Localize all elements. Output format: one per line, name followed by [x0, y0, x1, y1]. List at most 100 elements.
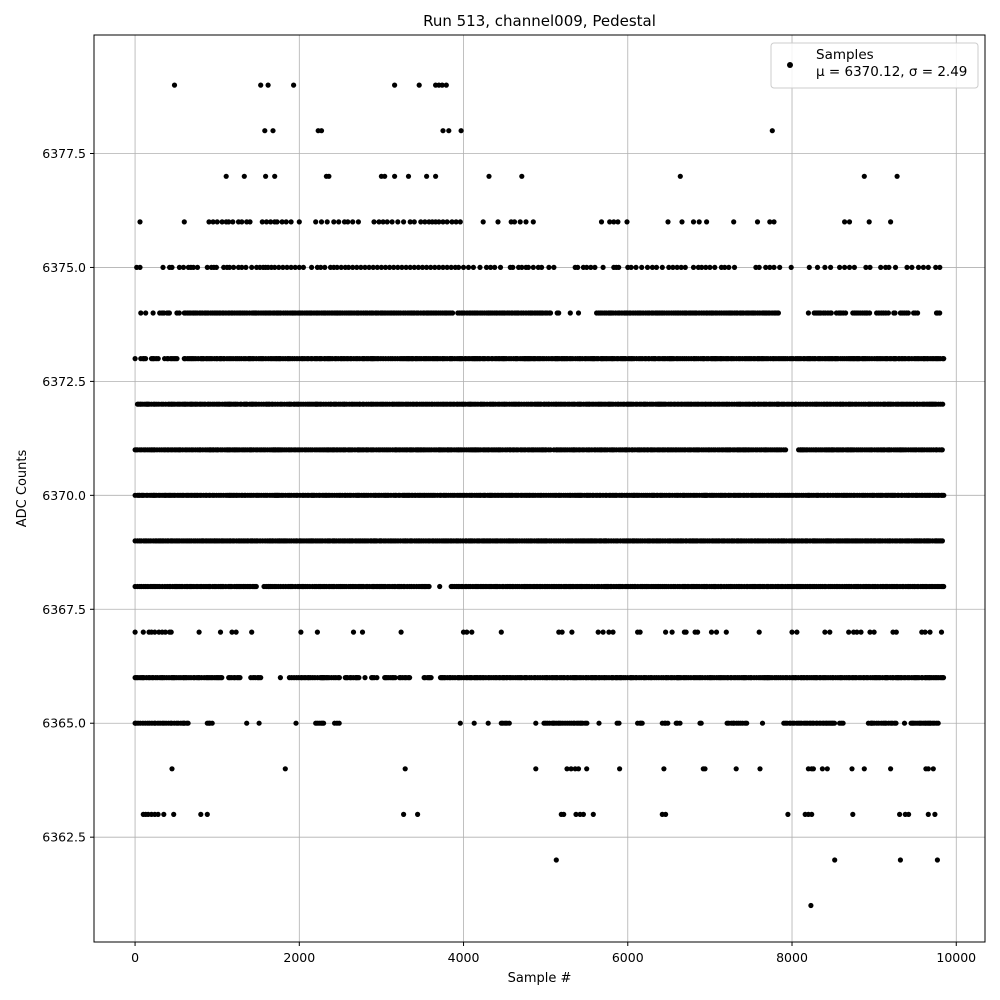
- data-point: [169, 264, 175, 270]
- data-point: [707, 264, 713, 270]
- data-point: [263, 219, 270, 225]
- data-point: [925, 264, 931, 270]
- data-point: [217, 629, 224, 635]
- data-point: [846, 629, 852, 635]
- data-point: [819, 766, 826, 772]
- data-point: [204, 811, 210, 818]
- data-point: [249, 629, 255, 635]
- data-point: [422, 219, 428, 225]
- data-point: [392, 173, 398, 179]
- data-point: [925, 766, 931, 772]
- data-point: [842, 264, 848, 270]
- data-point: [336, 219, 342, 225]
- data-point: [696, 219, 702, 225]
- data-point: [265, 82, 271, 88]
- x-tick-label: 6000: [612, 950, 644, 965]
- data-point: [733, 766, 739, 772]
- data-point: [551, 264, 557, 270]
- data-point: [346, 264, 352, 270]
- data-point: [166, 310, 172, 316]
- data-point: [392, 82, 398, 88]
- data-point: [901, 720, 908, 726]
- data-point: [137, 219, 143, 225]
- data-point: [866, 219, 872, 225]
- data-point: [777, 264, 783, 270]
- data-point: [440, 128, 446, 134]
- data-point: [272, 264, 278, 270]
- data-point: [726, 264, 732, 270]
- data-point: [624, 219, 630, 225]
- data-point: [878, 264, 884, 270]
- legend-box: [770, 42, 979, 89]
- axis-ticks: 0 2000 4000 6000 8000 10000 6362.5 6365.0 6367.5…: [42, 146, 976, 965]
- data-point: [354, 264, 360, 270]
- data-point: [683, 629, 689, 635]
- data-point: [934, 857, 941, 863]
- data-point: [428, 264, 434, 270]
- data-point: [850, 811, 856, 818]
- data-point: [214, 219, 220, 225]
- data-point: [392, 675, 398, 681]
- data-point: [837, 264, 843, 270]
- data-point: [424, 173, 430, 179]
- data-point: [358, 264, 364, 270]
- data-point: [143, 310, 149, 316]
- data-point: [771, 219, 777, 225]
- data-point: [938, 629, 945, 635]
- data-point: [927, 629, 933, 635]
- data-point: [155, 356, 161, 362]
- data-point: [399, 264, 405, 270]
- data-point: [775, 310, 782, 316]
- data-point: [480, 219, 486, 225]
- data-point: [444, 264, 450, 270]
- data-point: [444, 219, 450, 225]
- data-point: [440, 219, 446, 225]
- data-point: [922, 629, 928, 635]
- data-point: [712, 264, 718, 270]
- data-point: [861, 766, 867, 772]
- data-point: [846, 219, 853, 225]
- data-point: [262, 128, 268, 134]
- data-point: [708, 629, 715, 635]
- data-point: [231, 264, 237, 270]
- data-point: [371, 219, 377, 225]
- data-point: [767, 219, 773, 225]
- data-point: [759, 720, 766, 726]
- data-point: [637, 629, 643, 635]
- data-point: [314, 629, 320, 635]
- data-point: [794, 629, 800, 635]
- data-point: [350, 219, 356, 225]
- legend-stats: μ = 6370.12, σ = 2.49: [816, 64, 967, 80]
- data-point: [814, 264, 821, 270]
- data-point: [483, 264, 490, 270]
- data-point: [822, 629, 828, 635]
- data-point: [610, 629, 616, 635]
- data-point: [391, 264, 397, 270]
- data-point: [457, 720, 463, 726]
- y-tick-label: 6367.5: [42, 602, 86, 617]
- data-point: [806, 264, 812, 270]
- data-point: [663, 629, 669, 635]
- data-point: [436, 219, 442, 225]
- data-point: [925, 811, 931, 818]
- data-point: [628, 264, 634, 270]
- data-point: [888, 219, 894, 225]
- data-point: [678, 264, 684, 270]
- data-point: [407, 264, 413, 270]
- data-point: [450, 310, 456, 316]
- data-point: [831, 720, 838, 726]
- data-point: [824, 766, 830, 772]
- data-point: [894, 173, 900, 179]
- data-point: [350, 264, 356, 270]
- data-point: [196, 629, 202, 635]
- data-point: [296, 264, 302, 270]
- data-point: [805, 310, 812, 316]
- data-point: [387, 264, 393, 270]
- data-point: [939, 538, 946, 544]
- data-point: [517, 219, 523, 225]
- data-point: [533, 720, 539, 726]
- data-point: [915, 264, 922, 270]
- data-point: [446, 128, 452, 134]
- data-point: [162, 629, 168, 635]
